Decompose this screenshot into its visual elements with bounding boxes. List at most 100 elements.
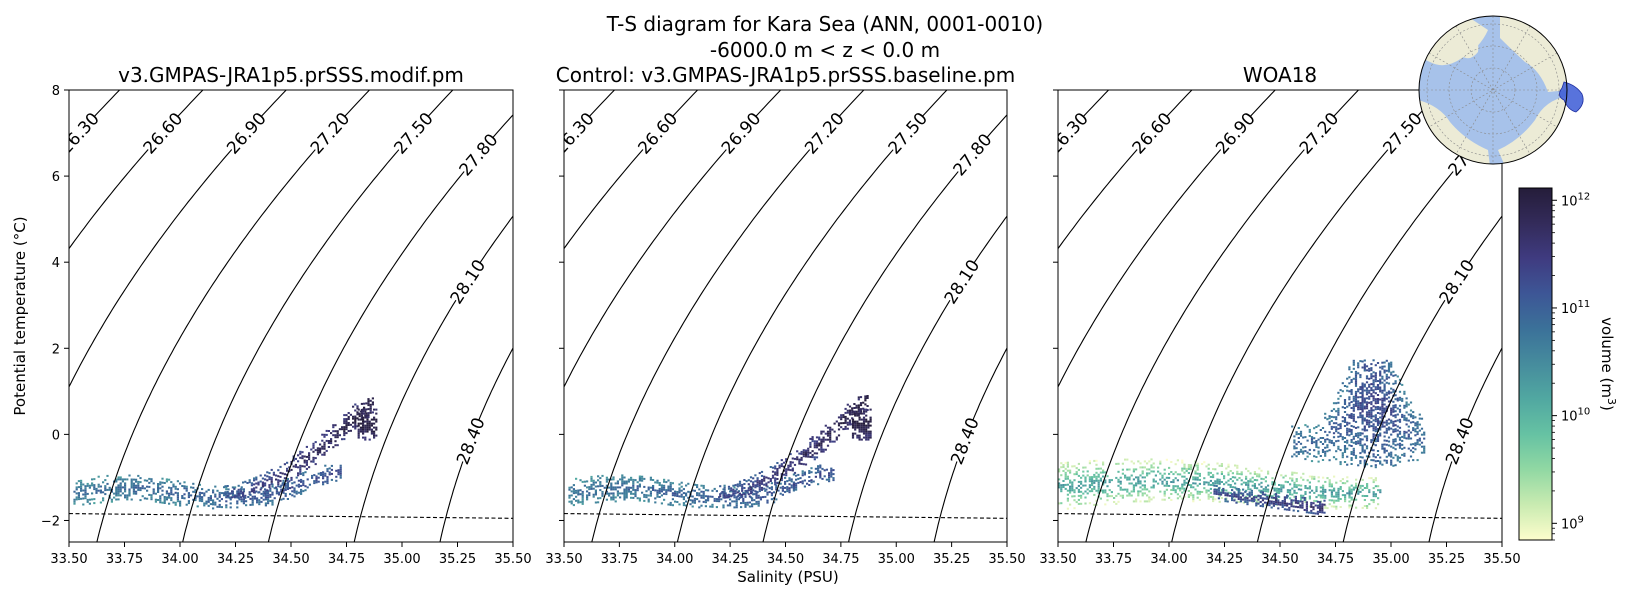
volume-cell	[769, 466, 772, 468]
colorbar-tick-label: 1011	[1561, 299, 1590, 317]
volume-cell	[682, 504, 685, 507]
volume-cell	[756, 483, 759, 486]
volume-cell	[1069, 471, 1072, 474]
volume-cell	[1128, 478, 1131, 481]
volume-cell	[366, 420, 369, 423]
volume-cell	[278, 491, 281, 494]
volume-cell	[1348, 416, 1351, 419]
volume-cell	[1119, 480, 1122, 483]
volume-cell	[654, 481, 657, 484]
volume-cell	[741, 489, 744, 492]
volume-cell	[1267, 484, 1270, 487]
volume-cell	[1117, 484, 1120, 487]
volume-cell	[1066, 507, 1069, 510]
volume-cell	[856, 436, 859, 439]
volume-cell	[704, 499, 707, 502]
volume-cell	[1398, 382, 1402, 385]
volume-cell	[729, 490, 732, 493]
volume-cell	[865, 434, 868, 437]
volume-cell	[364, 408, 367, 411]
volume-cell	[1330, 499, 1333, 502]
volume-cell	[1392, 410, 1395, 413]
volume-cell	[568, 488, 571, 491]
volume-cell	[256, 501, 259, 504]
volume-cell	[788, 477, 791, 480]
volume-cell	[627, 490, 630, 493]
volume-cell	[1385, 381, 1388, 384]
volume-cell	[826, 438, 830, 441]
volume-cell	[837, 424, 841, 427]
volume-cell	[1401, 443, 1404, 446]
volume-cell	[737, 490, 740, 493]
volume-cell	[784, 482, 787, 485]
volume-cell	[643, 499, 646, 502]
volume-cell	[1302, 450, 1305, 453]
x-axis-label: Salinity (PSU)	[737, 568, 839, 586]
volume-cell	[691, 495, 694, 498]
volume-cell	[1333, 495, 1336, 498]
volume-cell	[1365, 419, 1369, 422]
volume-cell	[194, 491, 197, 494]
volume-cell	[1335, 481, 1338, 484]
volume-cell	[95, 489, 98, 492]
volume-cell	[1372, 453, 1375, 456]
volume-cell	[1289, 491, 1292, 494]
x-tick-label: 33.75	[1095, 552, 1132, 567]
volume-cell	[1231, 499, 1234, 502]
volume-cell	[1117, 500, 1120, 503]
volume-cell	[1256, 495, 1259, 498]
volume-cell	[1368, 389, 1371, 392]
volume-cell	[1220, 497, 1223, 499]
volume-cell	[218, 491, 221, 494]
volume-cell	[316, 447, 319, 450]
volume-cell	[1390, 419, 1393, 422]
volume-cell	[1294, 495, 1297, 498]
contour-label-bg	[719, 110, 763, 156]
volume-cell	[1268, 504, 1271, 507]
volume-cell	[1124, 476, 1127, 479]
isopycnal-28.40	[439, 346, 513, 542]
volume-cell	[1343, 425, 1347, 427]
volume-cell	[1370, 401, 1373, 404]
volume-cell	[1361, 484, 1364, 487]
volume-cell	[832, 479, 835, 482]
volume-cell	[1376, 440, 1380, 442]
volume-cell	[1350, 433, 1353, 435]
volume-cell	[808, 472, 811, 474]
volume-cell	[1372, 389, 1375, 392]
volume-cell	[1337, 401, 1340, 404]
volume-cell	[1335, 402, 1338, 405]
volume-cell	[170, 491, 173, 494]
volume-cell	[1108, 479, 1111, 482]
volume-cell	[682, 502, 685, 505]
volume-cell	[614, 482, 617, 485]
volume-cell	[225, 496, 228, 499]
volume-cell	[1403, 436, 1406, 439]
volume-cell	[1235, 493, 1238, 496]
volume-cell	[753, 499, 756, 502]
volume-cell	[822, 438, 825, 441]
volume-cell	[743, 479, 746, 481]
volume-cell	[339, 466, 342, 469]
volume-cell	[1357, 390, 1360, 393]
volume-cell	[1339, 425, 1342, 428]
volume-cell	[1348, 494, 1351, 497]
volume-cell	[1374, 426, 1377, 429]
volume-cell	[294, 463, 297, 466]
volume-cell	[168, 496, 171, 499]
volume-cell	[718, 498, 721, 501]
volume-cell	[1394, 428, 1397, 431]
volume-cell	[1073, 499, 1076, 502]
volume-cell	[1159, 478, 1162, 481]
volume-cell	[619, 492, 622, 495]
volume-cell	[680, 489, 683, 492]
volume-cell	[345, 414, 348, 417]
volume-cell	[1357, 408, 1360, 411]
volume-cell	[625, 492, 628, 495]
volume-cell	[627, 478, 630, 481]
volume-cell	[330, 464, 333, 467]
volume-cell	[303, 461, 306, 464]
volume-cell	[742, 498, 745, 500]
volume-cell	[312, 450, 315, 453]
